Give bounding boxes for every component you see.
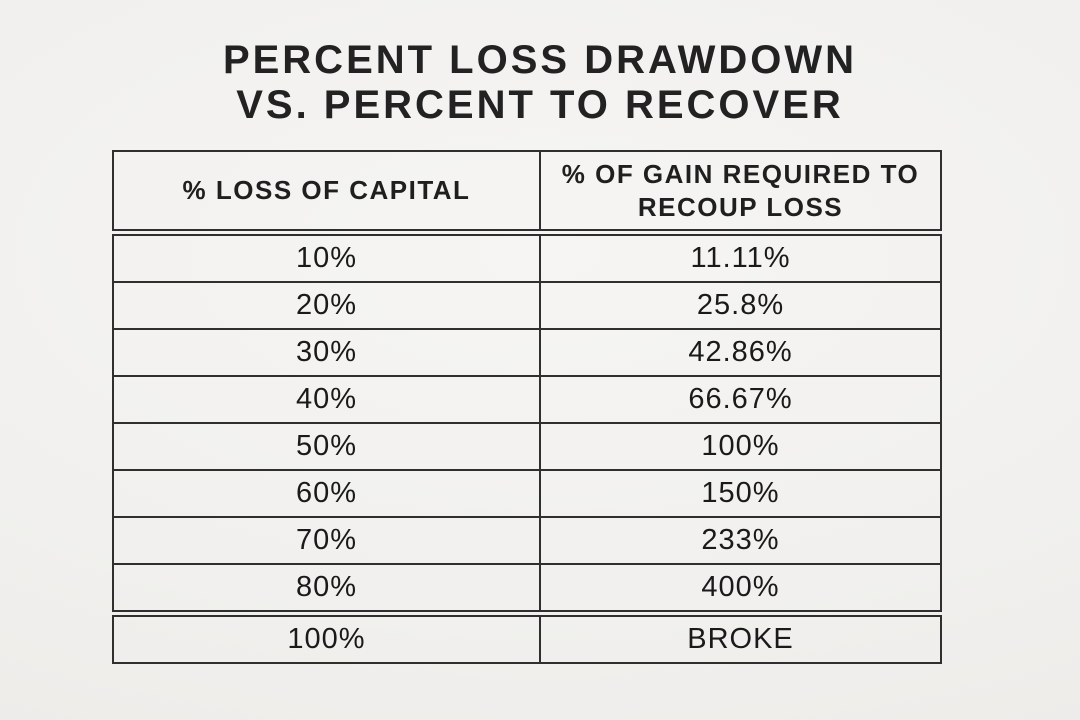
gain-cell: 42.86% [539, 328, 942, 377]
table-row: 70% 233% [112, 516, 942, 565]
loss-cell: 80% [112, 563, 541, 615]
table-row: 30% 42.86% [112, 328, 942, 377]
table-row: 10% 11.11% [112, 229, 942, 283]
column-header-loss: % LOSS OF CAPITAL [112, 150, 541, 234]
loss-cell: 60% [112, 469, 541, 518]
table-row: 80% 400% [112, 563, 942, 615]
loss-cell: 40% [112, 375, 541, 424]
loss-cell: 70% [112, 516, 541, 565]
gain-cell: 100% [539, 422, 942, 471]
table-row: 100% BROKE [112, 610, 942, 664]
drawdown-recovery-table: % LOSS OF CAPITAL % OF GAIN REQUIRED TO … [112, 150, 942, 664]
loss-cell: 50% [112, 422, 541, 471]
loss-cell: 20% [112, 281, 541, 330]
table-header-row: % LOSS OF CAPITAL % OF GAIN REQUIRED TO … [112, 150, 942, 234]
title-line-2: VS. PERCENT TO RECOVER [236, 83, 844, 128]
gain-cell: 233% [539, 516, 942, 565]
column-header-loss-label: % LOSS OF CAPITAL [182, 175, 471, 206]
column-header-gain-label: % OF GAIN REQUIRED TO RECOUP LOSS [561, 159, 920, 222]
gain-cell: 400% [539, 563, 942, 615]
table-row: 40% 66.67% [112, 375, 942, 424]
table-row: 60% 150% [112, 469, 942, 518]
gain-cell: 150% [539, 469, 942, 518]
gain-cell: 25.8% [539, 281, 942, 330]
column-header-gain: % OF GAIN REQUIRED TO RECOUP LOSS [539, 150, 942, 234]
gain-cell: 66.67% [539, 375, 942, 424]
loss-cell: 30% [112, 328, 541, 377]
gain-cell: BROKE [539, 610, 942, 664]
gain-cell: 11.11% [539, 229, 942, 283]
loss-cell: 100% [112, 610, 541, 664]
table-row: 50% 100% [112, 422, 942, 471]
table-row: 20% 25.8% [112, 281, 942, 330]
loss-cell: 10% [112, 229, 541, 283]
page-title: PERCENT LOSS DRAWDOWN VS. PERCENT TO RECO… [0, 38, 1080, 128]
title-line-1: PERCENT LOSS DRAWDOWN [222, 38, 858, 82]
